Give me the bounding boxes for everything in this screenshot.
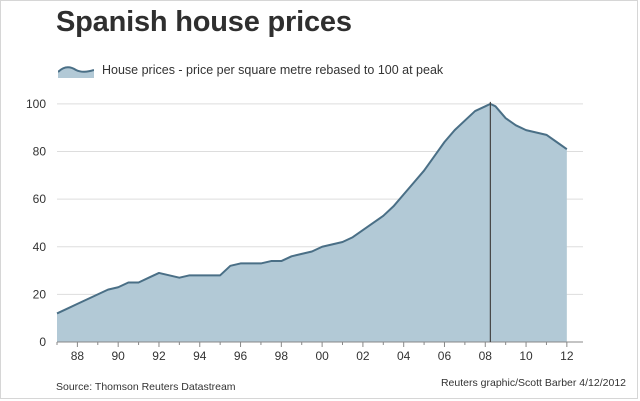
x-tick-label: 96 [234, 349, 248, 363]
label-layer: 0 20 40 60 80 100 88 90 92 94 96 98 00 02 04 06 08 10 12 [26, 97, 574, 363]
x-tick-label: 02 [356, 349, 370, 363]
credit-note: Reuters graphic/Scott Barber 4/12/2012 [440, 377, 626, 389]
x-tick-label: 06 [438, 349, 452, 363]
x-tick-label: 92 [152, 349, 166, 363]
x-tick-label: 08 [479, 349, 493, 363]
y-tick-label: 60 [33, 192, 47, 206]
y-tick-label: 40 [33, 240, 47, 254]
series-area [57, 103, 567, 343]
x-tick-label: 10 [519, 349, 533, 363]
x-tick-label: 88 [71, 349, 85, 363]
legend-swatch [58, 66, 94, 78]
x-tick-label: 98 [275, 349, 289, 363]
series-line [56, 102, 568, 315]
x-tick-label: 00 [315, 349, 329, 363]
y-tick-label: 0 [39, 335, 46, 349]
chart-title: Spanish house prices [56, 6, 352, 38]
y-tick-label: 20 [33, 287, 47, 301]
area-layer [56, 102, 568, 343]
source-note: Source: Thomson Reuters Datastream [56, 381, 236, 393]
y-tick-label: 80 [33, 145, 47, 159]
axis-layer [56, 341, 583, 347]
legend: House prices - price per square metre re… [58, 60, 443, 80]
x-tick-label: 94 [193, 349, 207, 363]
x-tick-label: 90 [112, 349, 126, 363]
legend-label: House prices - price per square metre re… [102, 63, 444, 77]
y-tick-label: 100 [26, 97, 46, 111]
x-tick-label: 04 [397, 349, 411, 363]
x-tick-label: 12 [560, 349, 574, 363]
legend-swatch-area [58, 67, 94, 78]
legend-swatch-line [58, 66, 94, 73]
